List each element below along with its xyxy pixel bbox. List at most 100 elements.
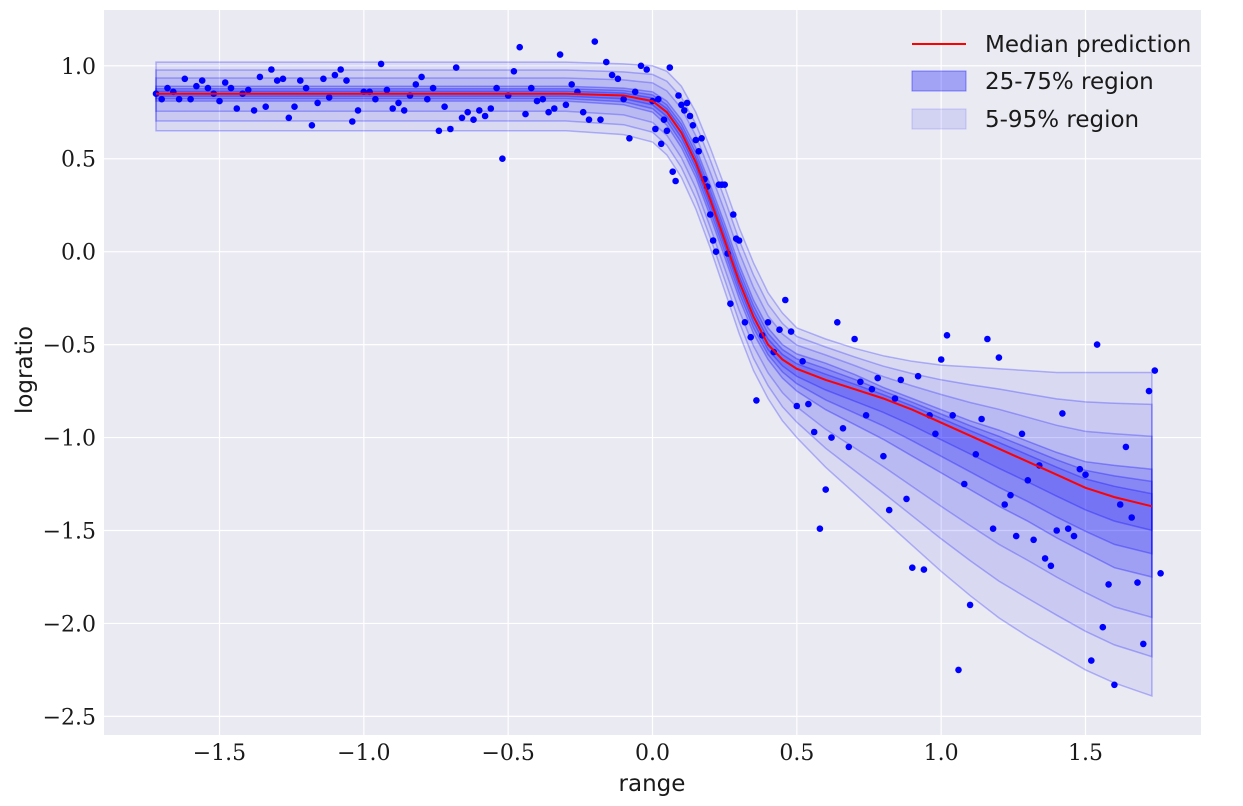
data-point	[989, 525, 997, 532]
data-point	[302, 84, 310, 92]
data-point	[770, 348, 777, 356]
legend-iqr-swatch	[911, 70, 967, 92]
data-point	[562, 101, 570, 109]
data-point	[262, 103, 270, 110]
data-point	[683, 99, 691, 107]
data-point	[689, 122, 697, 129]
data-point	[932, 430, 939, 438]
data-point	[1134, 579, 1141, 586]
data-point	[709, 237, 717, 244]
data-point	[204, 84, 212, 92]
data-point	[730, 211, 737, 218]
data-point	[412, 81, 420, 88]
data-point	[741, 319, 749, 326]
data-point	[903, 495, 910, 503]
data-point	[978, 415, 985, 423]
data-point	[675, 92, 682, 99]
data-point	[314, 99, 321, 107]
data-point	[695, 148, 702, 155]
data-point	[614, 75, 622, 83]
band-25-75	[155, 90, 1153, 532]
data-point	[822, 486, 829, 493]
data-points	[152, 38, 1164, 689]
data-point	[891, 395, 899, 402]
data-point	[914, 372, 922, 380]
data-point	[597, 116, 604, 123]
data-point	[949, 412, 956, 419]
data-point	[285, 114, 293, 122]
data-point	[995, 354, 1003, 361]
band-25-75	[155, 85, 1153, 578]
data-point	[1047, 562, 1055, 570]
data-point	[545, 108, 552, 116]
data-point	[227, 84, 235, 92]
data-point	[972, 451, 980, 458]
data-point	[666, 64, 674, 71]
data-point	[308, 122, 316, 129]
data-point	[727, 300, 734, 308]
data-point	[164, 84, 171, 92]
data-point	[389, 105, 397, 112]
x-tick-labels: −1.5 −1.0 −0.5 0.0 0.5 1.0 1.5	[193, 741, 1103, 766]
data-point	[747, 333, 754, 341]
y-tick-label: −2.5	[43, 705, 96, 730]
data-point	[458, 114, 466, 122]
data-point	[591, 38, 599, 45]
legend: Median prediction 25-75% region 5-95% re…	[911, 32, 1191, 133]
data-point	[655, 95, 662, 103]
y-tick-label: 0.5	[61, 148, 96, 173]
data-point	[834, 319, 841, 326]
data-point	[1140, 640, 1147, 648]
data-point	[1064, 525, 1072, 532]
data-point	[418, 73, 425, 81]
data-point	[372, 95, 379, 103]
data-point	[476, 107, 483, 114]
data-point	[470, 116, 477, 123]
data-point	[637, 62, 645, 70]
data-point	[776, 326, 783, 334]
data-point	[643, 66, 650, 73]
data-point	[1053, 527, 1060, 534]
data-point	[626, 135, 633, 142]
data-point	[273, 77, 281, 84]
data-point	[1070, 532, 1078, 540]
data-point	[816, 525, 824, 532]
data-point	[198, 77, 206, 84]
data-point	[1012, 532, 1020, 540]
data-point	[698, 135, 705, 142]
data-point	[279, 75, 287, 83]
data-point	[435, 127, 443, 135]
data-point	[193, 82, 200, 90]
data-point	[672, 177, 679, 185]
data-point	[1128, 514, 1135, 521]
data-point	[681, 107, 688, 114]
data-point	[845, 443, 853, 451]
data-point	[678, 101, 685, 109]
x-tick-label: 0.0	[635, 741, 670, 766]
data-point	[291, 103, 298, 110]
data-point	[1076, 465, 1084, 473]
data-point	[499, 155, 506, 162]
data-point	[556, 51, 564, 58]
data-point	[1157, 570, 1164, 577]
data-point	[1122, 443, 1130, 451]
data-point	[325, 94, 333, 101]
data-point	[909, 564, 916, 571]
grid	[104, 10, 1201, 735]
data-point	[1151, 367, 1159, 374]
data-point	[1111, 681, 1118, 689]
data-point	[551, 105, 558, 112]
y-axis-label: logratio	[12, 326, 38, 414]
data-point	[585, 116, 593, 123]
data-point	[349, 118, 356, 125]
data-point	[331, 71, 339, 79]
data-point	[493, 84, 500, 92]
legend-90-label: 5-95% region	[985, 107, 1139, 133]
data-point	[961, 480, 968, 488]
data-point	[343, 77, 350, 84]
data-point	[753, 397, 760, 404]
data-point	[885, 506, 893, 514]
y-tick-labels: −2.5 −2.0 −1.5 −1.0 −0.5 0.0 0.5 1.0	[43, 55, 96, 731]
data-point	[522, 110, 529, 118]
